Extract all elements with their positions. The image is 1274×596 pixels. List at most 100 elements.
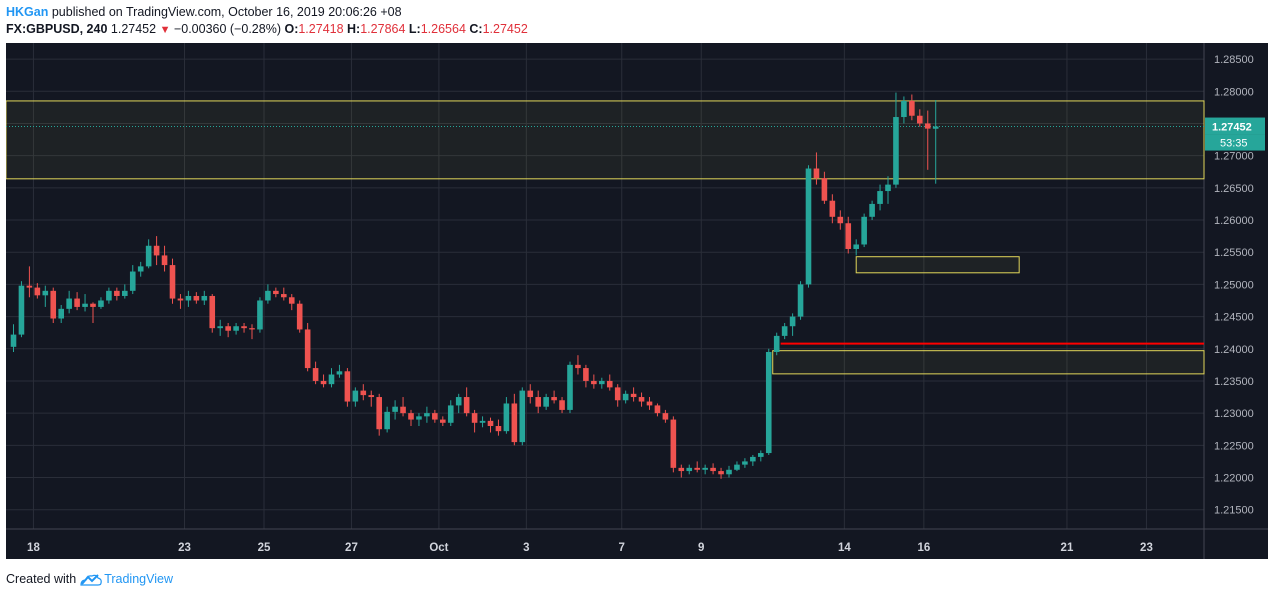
candle-body (392, 406, 398, 412)
candle-body (559, 400, 565, 410)
candle-body (233, 326, 239, 331)
candle-body (479, 420, 486, 423)
tradingview-link[interactable]: TradingView (80, 572, 173, 586)
candle-body (320, 380, 327, 385)
candle-body (177, 298, 184, 301)
candle-body (352, 390, 359, 402)
candle-body (137, 266, 144, 272)
candle-body (686, 467, 693, 472)
x-tick-label: 23 (178, 542, 191, 554)
candlestick-chart[interactable]: 1.285001.280001.275001.270001.265001.260… (6, 43, 1268, 559)
candle-body (304, 329, 311, 369)
y-tick-label: 1.25000 (1214, 279, 1254, 291)
candle-body (702, 467, 708, 470)
candle-body (312, 368, 319, 381)
candle-body (26, 285, 33, 288)
candle-body (575, 364, 581, 369)
candle-body (567, 364, 573, 410)
candle-body (471, 413, 478, 423)
candle-body (129, 271, 136, 291)
price-change: −0.00360 (−0.28%) (173, 22, 281, 36)
candle-body (909, 100, 915, 116)
candle-body (765, 351, 772, 454)
candle-body (34, 287, 41, 296)
y-tick-label: 1.24500 (1214, 312, 1254, 324)
candle-body (845, 223, 852, 249)
candle-body (646, 401, 653, 406)
candle-body (10, 334, 17, 347)
candle-body (281, 294, 287, 298)
candle-body (201, 295, 208, 301)
candle-body (606, 380, 613, 388)
candle-body (424, 413, 430, 417)
candle-body (503, 403, 510, 432)
tradingview-brand: TradingView (104, 572, 173, 586)
candle-body (50, 290, 57, 319)
candle-body (447, 405, 454, 423)
symbol-label[interactable]: FX:GBPUSD, 240 (6, 22, 108, 36)
chart-header: HKGan published on TradingView.com, Octo… (6, 4, 1266, 40)
x-tick-label: 27 (345, 542, 358, 554)
candle-body (837, 216, 844, 224)
last-price-tag (1205, 117, 1265, 135)
publish-info: HKGan published on TradingView.com, Octo… (6, 4, 1266, 21)
candle-body (106, 290, 112, 301)
y-tick-label: 1.26000 (1214, 215, 1254, 227)
candle-body (225, 326, 231, 331)
candle-body (376, 397, 382, 430)
candle-body (805, 168, 812, 285)
close-label: C: (469, 22, 483, 36)
candle-body (18, 285, 25, 335)
candle-body (42, 290, 49, 296)
author-link[interactable]: HKGan (6, 5, 49, 19)
candle-body (726, 469, 732, 475)
candle-body (368, 395, 375, 398)
candle-body (917, 115, 923, 124)
candle-body (400, 406, 406, 414)
candle-body (209, 295, 216, 329)
candle-body (169, 265, 176, 299)
x-tick-label: 9 (698, 542, 704, 554)
candle-body (463, 397, 470, 414)
candle-body (257, 300, 263, 330)
y-tick-label: 1.26500 (1214, 183, 1254, 195)
candle-body (622, 393, 629, 401)
candle-body (670, 419, 677, 468)
candle-body (288, 297, 295, 304)
created-with-text: Created with (6, 572, 77, 586)
candle-body (360, 390, 367, 396)
candle-body (58, 308, 64, 319)
x-tick-label: 23 (1140, 542, 1153, 554)
candle-body (328, 374, 335, 385)
chart-area[interactable]: 1.285001.280001.275001.270001.265001.260… (6, 43, 1268, 559)
tradingview-cloud-icon (80, 574, 102, 586)
candle-body (821, 178, 828, 201)
candle-body (217, 326, 223, 329)
candle-body (273, 290, 279, 295)
candle-body (519, 390, 526, 443)
candle-body (82, 303, 88, 307)
candle-body (718, 471, 724, 475)
x-tick-label: 16 (917, 542, 930, 554)
candle-body (193, 295, 200, 301)
candle-body (599, 380, 605, 385)
y-tick-label: 1.23500 (1214, 376, 1254, 388)
candle-body (853, 244, 859, 249)
x-tick-label: Oct (429, 542, 448, 554)
candle-body (241, 326, 247, 329)
candle-body (781, 326, 788, 336)
candle-body (66, 298, 72, 309)
candle-body (885, 184, 891, 192)
candle-body (90, 303, 96, 307)
candle-body (861, 216, 867, 245)
candle-body (583, 368, 589, 381)
candle-body (901, 100, 907, 118)
candle-body (924, 123, 931, 129)
candle-body (98, 300, 104, 307)
y-tick-label: 1.22500 (1214, 440, 1254, 452)
candle-body (869, 203, 875, 217)
candle-body (535, 397, 541, 407)
countdown-label: 53:35 (1220, 138, 1248, 150)
candle-body (384, 411, 390, 430)
candle-body (614, 387, 621, 401)
